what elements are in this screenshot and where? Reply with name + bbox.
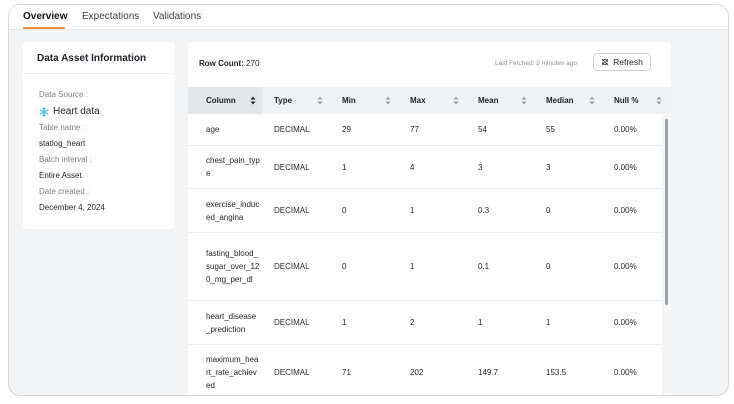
cell-median: 3: [546, 162, 551, 172]
cell-max: 1: [410, 206, 415, 215]
table-row: fasting_blood_sugar_over_120_mg_per_dl D…: [188, 233, 671, 301]
column-header-null-pct[interactable]: Null %: [614, 96, 639, 105]
tab-overview[interactable]: Overview: [23, 11, 68, 22]
cell-type: DECIMAL: [274, 262, 310, 271]
scrollbar-thumb[interactable]: [665, 119, 668, 305]
cell-mean: 54: [478, 125, 487, 134]
active-tab-indicator: [23, 27, 65, 29]
column-header-mean[interactable]: Mean: [478, 96, 499, 105]
cell-min: 1: [342, 162, 347, 172]
cell-column-name: exercise_induced_angina: [206, 199, 260, 222]
column-header-median[interactable]: Median: [546, 96, 574, 105]
sort-icon[interactable]: [385, 96, 391, 105]
cell-max: 1: [410, 262, 415, 271]
cell-column-name: maximum_heart_rate_achieved: [206, 355, 259, 390]
table-name-value: statlog_heart: [39, 139, 86, 148]
sort-icon[interactable]: [453, 96, 459, 105]
cell-min: 71: [342, 368, 351, 377]
cell-type: DECIMAL: [274, 162, 310, 172]
sort-icon[interactable]: [317, 96, 323, 105]
cell-median: 55: [546, 125, 555, 134]
cell-max: 2: [410, 318, 415, 327]
cell-max: 4: [410, 162, 415, 172]
metrics-table-card: Row Count: 270 Last Fetched: 2 minutes a…: [188, 42, 671, 395]
tab-expectations[interactable]: Expectations: [82, 11, 140, 22]
cell-column-name: chest_pain_type: [206, 156, 260, 178]
sort-icon[interactable]: [521, 96, 527, 105]
column-header-type[interactable]: Type: [274, 96, 293, 105]
cell-median: 1: [546, 318, 551, 327]
cell-type: DECIMAL: [274, 125, 310, 134]
cell-min: 0: [342, 262, 347, 271]
cell-median: 0: [546, 262, 551, 271]
app-window: Overview Expectations Validations Data A…: [8, 4, 729, 396]
cell-column-name: heart_disease_prediction: [206, 311, 257, 334]
cell-null-pct: 0.00%: [614, 368, 637, 377]
table-row: exercise_induced_angina DECIMAL 0 1 0.3 …: [188, 189, 671, 233]
divider: [23, 73, 175, 74]
column-header-max[interactable]: Max: [410, 96, 426, 105]
cell-mean: 1: [478, 318, 483, 327]
cell-max: 77: [410, 125, 419, 134]
table-name-label: Table name :: [39, 123, 85, 132]
refresh-button[interactable]: Refresh: [593, 53, 651, 71]
cell-max: 202: [410, 368, 424, 377]
table-header: Column Type Min Max Mean Median Null %: [188, 87, 671, 114]
cell-mean: 0.3: [478, 206, 490, 215]
column-header-min[interactable]: Min: [342, 96, 356, 105]
snowflake-icon: [39, 106, 49, 117]
cell-mean: 0.1: [478, 262, 490, 271]
sort-icon[interactable]: [250, 96, 256, 105]
cell-type: DECIMAL: [274, 318, 310, 327]
cell-min: 29: [342, 125, 351, 134]
cell-median: 0: [546, 206, 551, 215]
row-count: Row Count: 270: [199, 59, 260, 68]
info-card-title: Data Asset Information: [37, 53, 147, 64]
sort-icon[interactable]: [589, 96, 595, 105]
table-row: maximum_heart_rate_achieved DECIMAL 71 2…: [188, 345, 671, 395]
cell-null-pct: 0.00%: [614, 206, 637, 215]
cell-null-pct: 0.00%: [614, 162, 637, 172]
column-header-column[interactable]: Column: [188, 87, 262, 114]
table-row: chest_pain_type DECIMAL 1 4 3 3 0.00%: [188, 146, 671, 189]
cell-mean: 3: [478, 162, 483, 172]
batch-interval-label: Batch interval :: [39, 155, 92, 164]
cell-null-pct: 0.00%: [614, 262, 637, 271]
cell-null-pct: 0.00%: [614, 318, 637, 327]
cell-min: 1: [342, 318, 347, 327]
data-asset-info-card: Data Asset Information Data Source : Hea…: [23, 42, 175, 229]
cell-type: DECIMAL: [274, 206, 310, 215]
refresh-icon: [601, 58, 609, 66]
tab-bar: Overview Expectations Validations: [9, 5, 728, 30]
table-row: age DECIMAL 29 77 54 55 0.00%: [188, 114, 671, 146]
cell-column-name: age: [206, 125, 220, 134]
table-row: heart_disease_prediction DECIMAL 1 2 1 1…: [188, 301, 671, 345]
sort-icon[interactable]: [656, 96, 662, 105]
last-fetched-text: Last Fetched: 2 minutes ago: [495, 60, 578, 67]
data-source-label: Data Source :: [39, 90, 88, 99]
date-created-label: Date created :: [39, 187, 90, 196]
cell-median: 153.5: [546, 368, 567, 377]
batch-interval-value: Entire Asset: [39, 171, 82, 180]
cell-null-pct: 0.00%: [614, 125, 637, 134]
cell-mean: 149.7: [478, 368, 499, 377]
cell-column-name: fasting_blood_sugar_over_120_mg_per_dl: [206, 249, 260, 284]
cell-type: DECIMAL: [274, 368, 310, 377]
tab-validations[interactable]: Validations: [153, 11, 202, 22]
data-source-value: Heart data: [39, 106, 100, 117]
date-created-value: December 4, 2024: [39, 203, 105, 212]
cell-min: 0: [342, 206, 347, 215]
